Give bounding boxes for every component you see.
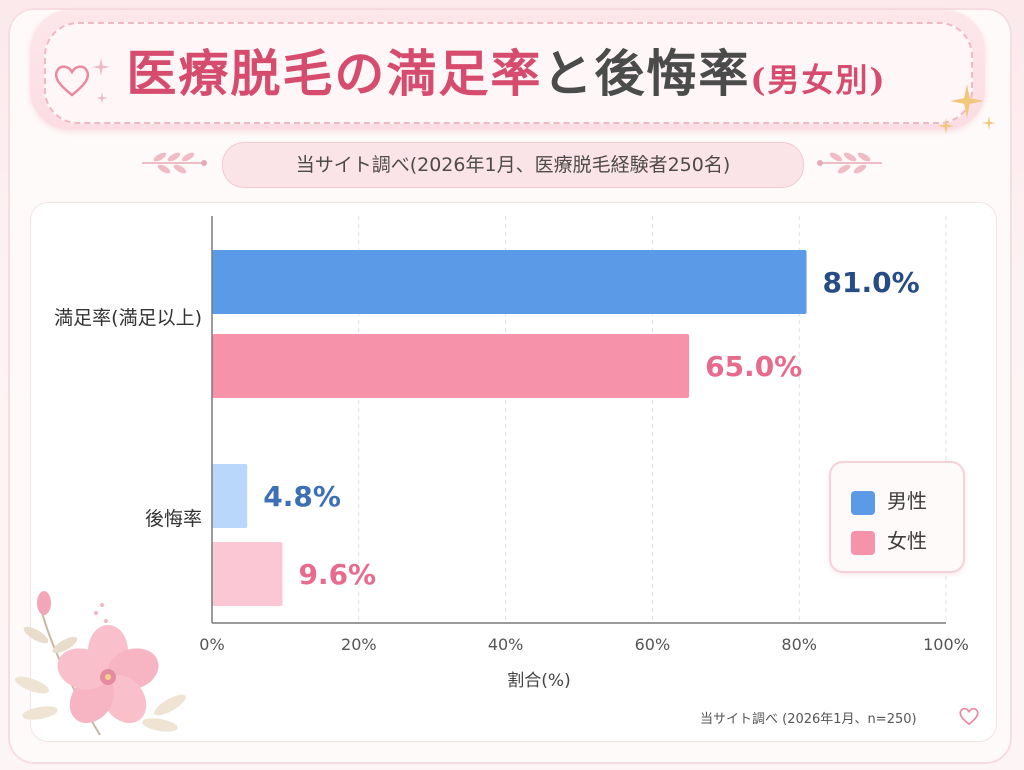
sparkle-icon: [938, 118, 954, 134]
x-tick-label: 100%: [923, 635, 969, 654]
bar-male-satisfaction: [212, 250, 807, 314]
small-heart-icon: [959, 707, 979, 726]
x-tick-label: 40%: [488, 635, 524, 654]
page-title: 医療脱毛の満足率と後悔率(男女別): [44, 34, 969, 114]
bar-layer: [212, 250, 807, 606]
legend-item-female: 女性: [851, 525, 927, 555]
category-label: 後悔率: [145, 508, 202, 530]
title-part-2: と後悔率: [542, 44, 751, 103]
right-sprig-icon: [817, 152, 882, 174]
left-sprig-icon: [142, 152, 207, 174]
legend-swatch-female: [851, 530, 875, 555]
sparkle-icon: [982, 116, 996, 130]
legend-item-male: 男性: [851, 485, 927, 515]
source-footnote: 当サイト調べ (2026年1月、n=250): [700, 712, 917, 727]
legend-swatch-male: [851, 490, 875, 515]
sparkle-icon: [92, 58, 110, 76]
axis-layer: 0% 20% 40% 60% 80% 100% 割合(%) 満足率(満足以上) 後悔率: [54, 216, 969, 691]
flower-decoration-icon: [14, 591, 186, 736]
legend-label-male: 男性: [887, 489, 927, 513]
bar-value-label: 81.0%: [823, 266, 920, 299]
chart-legend: 男性 女性: [829, 461, 965, 573]
title-inner-border: [44, 22, 973, 124]
heart-icon: [54, 65, 90, 97]
sparkle-icon: [96, 92, 108, 104]
x-tick-label: 20%: [341, 635, 377, 654]
bar-value-label: 4.8%: [263, 480, 341, 513]
label-layer: 81.0% 65.0% 4.8% 9.6%: [263, 266, 919, 591]
title-part-3: (男女別): [750, 61, 887, 99]
bar-male-regret: [212, 464, 248, 528]
title-part-1: 医療脱毛の満足率: [126, 44, 543, 103]
bar-value-label: 65.0%: [705, 350, 802, 383]
category-label: 満足率(満足以上): [54, 307, 202, 329]
x-tick-label: 80%: [781, 635, 817, 654]
bar-female-satisfaction: [212, 334, 690, 398]
x-tick-label: 60%: [635, 635, 671, 654]
x-tick-label: 0%: [199, 635, 224, 654]
sparkle-icon: [950, 84, 984, 118]
survey-subtitle: 当サイト調べ(2026年1月、医療脱毛経験者250名): [222, 142, 804, 188]
bar-value-label: 9.6%: [298, 558, 376, 591]
bar-female-regret: [212, 542, 283, 606]
x-axis-title: 割合(%): [507, 671, 570, 691]
legend-label-female: 女性: [887, 529, 927, 553]
